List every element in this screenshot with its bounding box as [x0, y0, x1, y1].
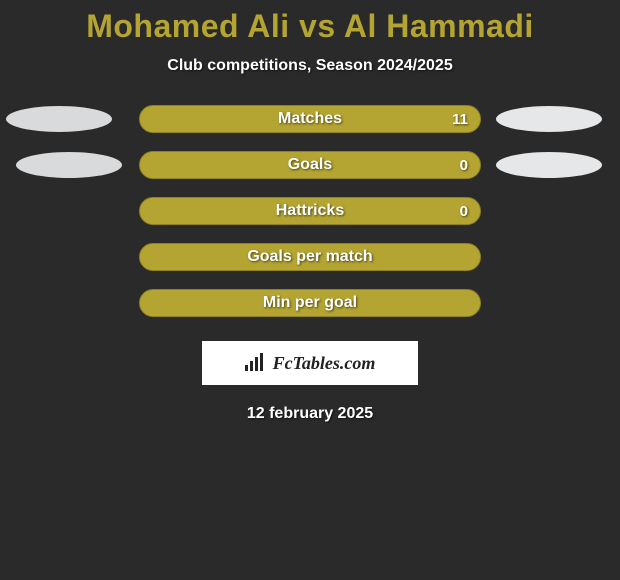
stat-row: Goals per match: [0, 243, 620, 271]
stat-row: Min per goal: [0, 289, 620, 317]
stat-bar: Hattricks 0: [139, 197, 481, 225]
stat-bar: Goals per match: [139, 243, 481, 271]
stat-bar: Goals 0: [139, 151, 481, 179]
player-left-marker: [16, 152, 122, 178]
stat-value: 0: [460, 203, 468, 220]
stat-row: Goals 0: [0, 151, 620, 179]
stat-label: Goals: [288, 156, 332, 174]
stat-label: Goals per match: [247, 248, 372, 266]
stat-label: Matches: [278, 110, 342, 128]
player-left-marker: [6, 106, 112, 132]
stat-bar: Min per goal: [139, 289, 481, 317]
stat-value: 11: [452, 111, 468, 128]
subtitle: Club competitions, Season 2024/2025: [0, 57, 620, 75]
stat-label: Min per goal: [263, 294, 357, 312]
stat-bar: Matches 11: [139, 105, 481, 133]
stat-row: Matches 11: [0, 105, 620, 133]
stat-label: Hattricks: [276, 202, 344, 220]
attribution-logo: FcTables.com: [202, 341, 418, 385]
player-right-marker: [496, 152, 602, 178]
logo-text: FcTables.com: [273, 353, 376, 374]
stat-value: 0: [460, 157, 468, 174]
comparison-infographic: Mohamed Ali vs Al Hammadi Club competiti…: [0, 0, 620, 423]
chart-icon: [245, 353, 269, 373]
player-right-marker: [496, 106, 602, 132]
page-title: Mohamed Ali vs Al Hammadi: [0, 8, 620, 45]
date-label: 12 february 2025: [0, 405, 620, 423]
stat-row: Hattricks 0: [0, 197, 620, 225]
stat-rows: Matches 11 Goals 0 Hattricks 0 Goals per…: [0, 105, 620, 317]
